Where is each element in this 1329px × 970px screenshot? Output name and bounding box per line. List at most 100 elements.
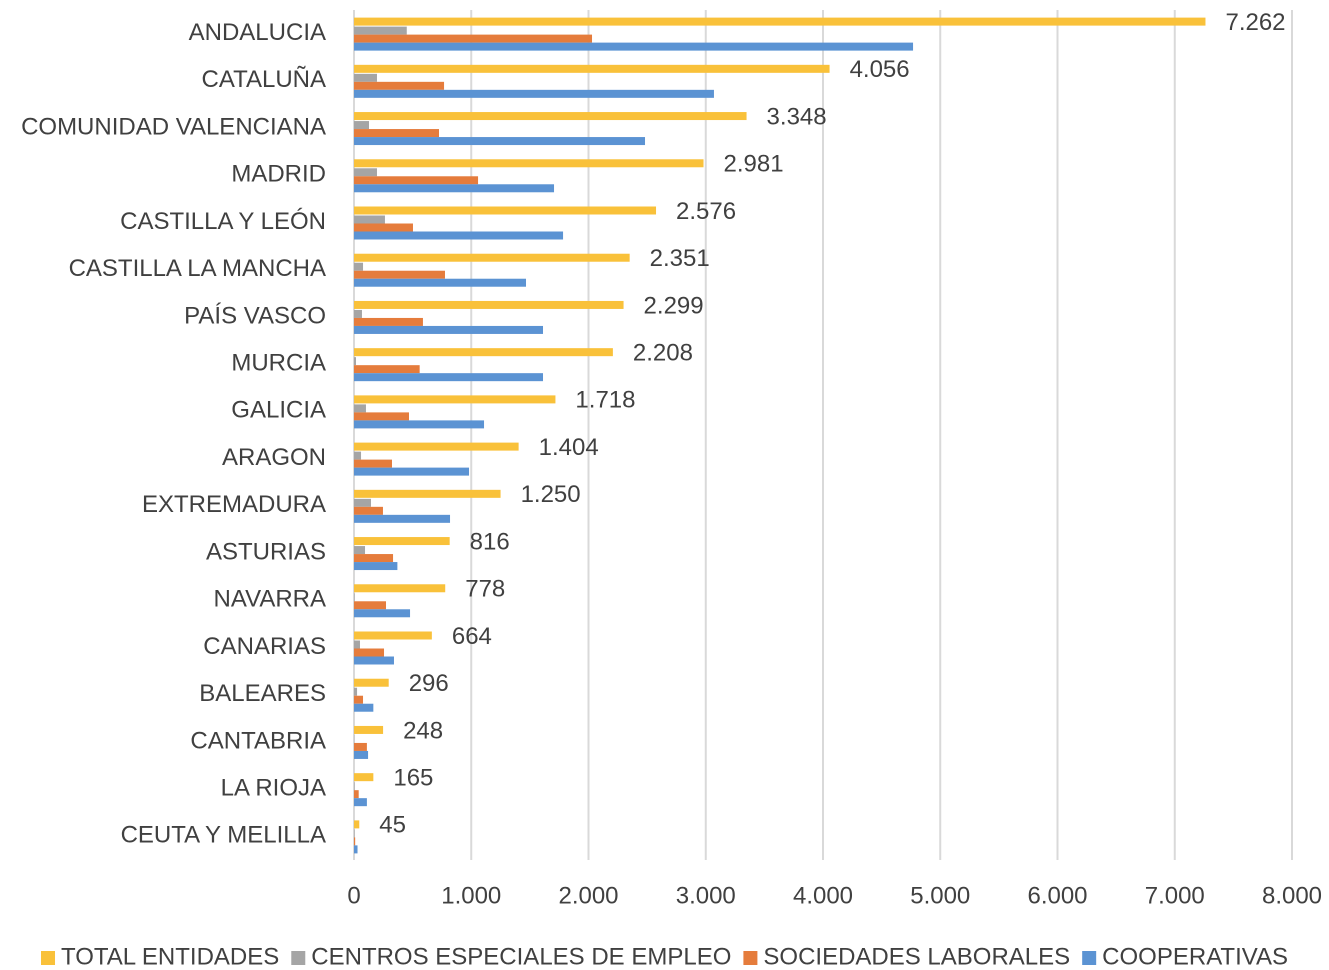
bar — [354, 317, 423, 326]
data-label: 2.576 — [676, 198, 736, 225]
data-label: 3.348 — [767, 103, 827, 130]
bar — [354, 820, 360, 829]
category-label: CANTABRIA — [190, 727, 326, 754]
bar — [354, 309, 362, 318]
bar — [354, 601, 387, 610]
category-label: ASTURIAS — [206, 538, 326, 565]
data-label: 7.262 — [1225, 9, 1285, 36]
bar — [354, 89, 714, 98]
bar — [354, 176, 479, 185]
bar — [354, 357, 356, 366]
category-label: NAVARRA — [214, 586, 326, 613]
data-label: 778 — [465, 576, 505, 603]
x-tick-label: 8.000 — [1262, 882, 1322, 909]
bar — [354, 215, 385, 224]
category-label: ARAGON — [222, 444, 326, 471]
data-label: 816 — [470, 528, 510, 555]
bar — [354, 112, 747, 121]
bar — [354, 798, 367, 807]
bar — [354, 687, 358, 696]
bar — [354, 514, 451, 523]
data-label: 4.056 — [850, 56, 910, 83]
data-label: 1.250 — [521, 481, 581, 508]
bar — [354, 278, 527, 287]
bar — [354, 348, 613, 357]
bar — [354, 64, 830, 73]
x-tick-label: 3.000 — [676, 882, 736, 909]
bar — [354, 678, 389, 687]
bar — [354, 845, 358, 854]
bar — [354, 42, 914, 51]
bar — [354, 554, 394, 563]
category-label: CATALUÑA — [202, 66, 326, 93]
x-tick-label: 0 — [347, 882, 360, 909]
x-tick-label: 7.000 — [1145, 882, 1205, 909]
bar — [354, 17, 1206, 26]
bar — [354, 562, 398, 571]
bar — [354, 365, 420, 374]
x-tick-label: 2.000 — [558, 882, 618, 909]
legend-swatch — [743, 951, 758, 965]
data-label: 664 — [452, 623, 492, 650]
bar — [354, 231, 564, 240]
bar — [354, 703, 374, 712]
bar — [354, 790, 359, 799]
bar — [354, 26, 407, 35]
bar — [354, 300, 624, 309]
bar — [354, 262, 364, 271]
bar — [354, 168, 377, 177]
category-label: CASTILLA Y LEÓN — [120, 208, 326, 235]
bar — [354, 121, 370, 130]
data-label: 296 — [409, 670, 449, 697]
category-label: BALEARES — [199, 680, 326, 707]
bar — [354, 648, 385, 657]
x-tick-label: 4.000 — [793, 882, 853, 909]
category-label: GALICIA — [231, 397, 326, 424]
bar — [354, 829, 355, 838]
bar — [354, 546, 366, 555]
bar — [354, 451, 362, 460]
legend-swatch — [1082, 951, 1097, 965]
category-label: COMUNIDAD VALENCIANA — [21, 113, 326, 140]
bar — [354, 593, 355, 602]
legend-swatch — [291, 951, 306, 965]
bar — [354, 742, 367, 751]
category-label: CASTILLA LA MANCHA — [69, 255, 326, 282]
legend-label: SOCIEDADES LABORALES — [763, 943, 1070, 970]
bar — [354, 325, 544, 334]
bar — [354, 223, 413, 232]
data-label: 1.718 — [575, 387, 635, 414]
bar — [354, 73, 377, 82]
bar — [354, 489, 501, 498]
bar — [354, 609, 411, 618]
bar — [354, 837, 356, 846]
bar — [354, 34, 593, 43]
bar — [354, 537, 450, 546]
category-label: PAÍS VASCO — [184, 302, 326, 329]
x-tick-label: 5.000 — [910, 882, 970, 909]
data-label: 45 — [379, 812, 406, 839]
legend-label: CENTROS ESPECIALES DE EMPLEO — [311, 943, 731, 970]
bar — [354, 270, 445, 279]
bar — [354, 404, 366, 413]
bar — [354, 137, 646, 146]
bar — [354, 81, 445, 90]
bar — [354, 206, 657, 215]
category-label: CEUTA Y MELILLA — [121, 822, 326, 849]
bar — [354, 129, 440, 138]
data-label: 2.981 — [724, 151, 784, 178]
bar — [354, 373, 544, 382]
bar — [354, 442, 519, 451]
bar — [354, 631, 432, 640]
bar — [354, 395, 556, 404]
x-tick-label: 6.000 — [1027, 882, 1087, 909]
category-label: CANARIAS — [203, 633, 326, 660]
data-label: 2.208 — [633, 340, 693, 367]
legend-label: COOPERATIVAS — [1102, 943, 1288, 970]
legend-label: TOTAL ENTIDADES — [61, 943, 279, 970]
bar — [354, 420, 485, 429]
bar — [354, 184, 555, 193]
bar — [354, 159, 704, 168]
bar — [354, 498, 372, 507]
